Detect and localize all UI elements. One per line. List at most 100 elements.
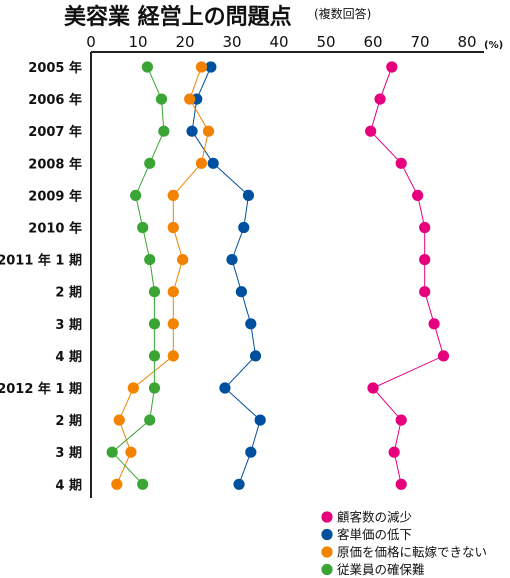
data-point bbox=[395, 157, 407, 169]
data-point bbox=[167, 350, 179, 362]
legend-label: 原価を価格に転嫁できない bbox=[337, 545, 487, 560]
category-label: 2011 年 1 期 bbox=[0, 253, 82, 269]
x-tick-label: 0 bbox=[86, 33, 96, 51]
data-point bbox=[130, 189, 142, 201]
data-point bbox=[219, 382, 231, 394]
data-point bbox=[195, 157, 208, 169]
data-point bbox=[106, 446, 118, 458]
data-point bbox=[437, 350, 450, 362]
data-point bbox=[144, 414, 156, 426]
data-point bbox=[254, 414, 266, 426]
x-tick-labels: 0 10 20 30 40 50 60 70 80 bbox=[86, 33, 476, 51]
data-point bbox=[155, 93, 168, 105]
data-point bbox=[226, 254, 238, 266]
data-point bbox=[167, 221, 179, 234]
data-point bbox=[141, 61, 153, 73]
legend-label: 従業員の確保難 bbox=[337, 562, 425, 577]
category-label: 2007 年 bbox=[28, 124, 82, 140]
x-tick-label: 10 bbox=[128, 33, 147, 51]
x-tick-label: 40 bbox=[269, 33, 288, 51]
data-point bbox=[395, 478, 407, 490]
data-point bbox=[167, 318, 179, 330]
data-point bbox=[113, 414, 125, 426]
legend-marker bbox=[321, 528, 333, 541]
data-point bbox=[235, 286, 247, 298]
category-label: 2008 年 bbox=[28, 156, 82, 172]
data-point bbox=[144, 254, 156, 266]
data-point bbox=[207, 157, 219, 169]
data-point bbox=[186, 125, 198, 137]
category-label: 2010 年 bbox=[28, 221, 82, 237]
legend-label: 客単価の低下 bbox=[337, 527, 412, 542]
category-label: 4 期 bbox=[55, 350, 82, 365]
series-group bbox=[106, 61, 170, 490]
data-point bbox=[158, 125, 170, 137]
data-point bbox=[148, 382, 161, 394]
data-point bbox=[205, 61, 217, 73]
data-point bbox=[388, 446, 400, 458]
data-point bbox=[184, 93, 196, 105]
category-label: 3 期 bbox=[55, 446, 82, 461]
data-point bbox=[419, 286, 431, 298]
series-group bbox=[365, 61, 450, 490]
category-label: 2 期 bbox=[55, 414, 82, 429]
category-labels: 2005 年 2006 年 2007 年 2008 年 2009 年 2010 年 2011… bbox=[0, 60, 82, 493]
data-point bbox=[419, 221, 431, 234]
data-point bbox=[125, 446, 137, 458]
data-point bbox=[137, 478, 149, 490]
category-label: 2009 年 bbox=[28, 188, 82, 204]
data-point bbox=[148, 318, 161, 330]
data-point bbox=[412, 189, 424, 201]
legend-marker bbox=[321, 546, 333, 558]
data-point bbox=[202, 125, 215, 137]
data-point bbox=[386, 61, 398, 73]
data-point bbox=[167, 286, 179, 298]
x-tick-label: 50 bbox=[316, 33, 335, 51]
category-label: 4 期 bbox=[55, 478, 82, 493]
series-group bbox=[186, 61, 266, 490]
series-line bbox=[191, 66, 261, 485]
data-point bbox=[144, 157, 156, 169]
data-point bbox=[127, 382, 139, 394]
x-tick-label: 60 bbox=[363, 33, 382, 51]
data-point bbox=[419, 254, 431, 266]
category-label: 2012 年 1 期 bbox=[0, 381, 82, 397]
legend-marker bbox=[321, 563, 333, 576]
series-group bbox=[111, 61, 215, 490]
category-label: 2 期 bbox=[55, 286, 82, 301]
legend-label: 顧客数の減少 bbox=[337, 510, 412, 525]
data-point bbox=[245, 318, 257, 330]
category-label: 2005 年 bbox=[28, 60, 82, 76]
data-point bbox=[111, 478, 123, 490]
data-point bbox=[245, 446, 257, 458]
x-tick-label: 30 bbox=[222, 33, 241, 51]
legend-marker bbox=[321, 511, 333, 523]
category-label: 3 期 bbox=[55, 318, 82, 333]
data-point bbox=[374, 93, 386, 105]
data-point bbox=[395, 414, 407, 426]
category-label: 2006 年 bbox=[28, 92, 82, 108]
data-point bbox=[137, 221, 149, 234]
chart-title: 美容業 経営上の問題点 bbox=[64, 4, 292, 30]
data-point bbox=[249, 350, 262, 362]
data-point bbox=[367, 382, 379, 394]
data-point bbox=[428, 318, 440, 330]
axis-unit-label: (%) bbox=[484, 40, 503, 51]
data-point bbox=[365, 125, 377, 137]
x-tick-label: 70 bbox=[410, 33, 429, 51]
data-point bbox=[195, 61, 208, 73]
series-layer bbox=[106, 61, 450, 490]
data-point bbox=[242, 189, 255, 201]
data-point bbox=[148, 350, 161, 362]
x-tick-label: 20 bbox=[175, 33, 194, 51]
data-point bbox=[233, 478, 245, 490]
data-point bbox=[177, 254, 189, 266]
data-point bbox=[167, 189, 179, 201]
x-tick-label: 80 bbox=[457, 33, 476, 51]
series-line bbox=[370, 66, 445, 485]
data-point bbox=[148, 286, 161, 298]
data-point bbox=[238, 221, 250, 234]
